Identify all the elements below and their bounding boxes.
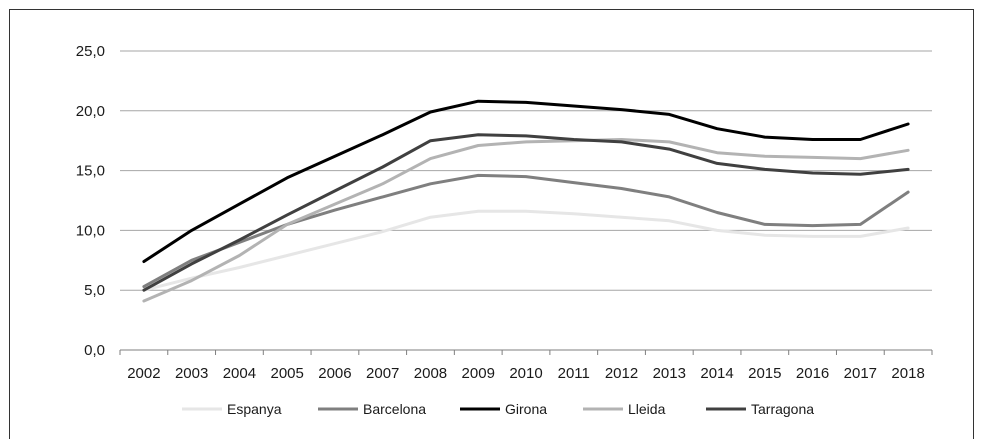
chart-frame: [9, 9, 974, 439]
x-tick-label: 2003: [175, 365, 208, 382]
legend-label: Barcelona: [363, 401, 426, 417]
x-tick-label: 2018: [891, 365, 924, 382]
x-tick-label: 2017: [844, 365, 877, 382]
x-tick-label: 2010: [509, 365, 542, 382]
series-line-girona: [142, 99, 910, 263]
series-line-lleida: [142, 138, 910, 303]
legend: Espanya Barcelona Girona Lleida Tarragona: [182, 401, 814, 417]
x-tick-label: 2015: [748, 365, 781, 382]
legend-label: Lleida: [628, 401, 666, 417]
legend-item-barcelona: Barcelona: [318, 401, 426, 417]
series-line-barcelona: [142, 173, 910, 289]
x-tick-label: 2011: [558, 365, 590, 382]
x-tick-label: 2004: [223, 365, 256, 382]
series-line-tarragona: [142, 133, 910, 292]
y-tick-label: 25,0: [76, 43, 105, 60]
legend-item-lleida: Lleida: [583, 401, 666, 417]
x-axis: [119, 349, 933, 355]
legend-label: Tarragona: [751, 401, 814, 417]
legend-label: Girona: [505, 401, 547, 417]
y-tick-label: 20,0: [76, 103, 105, 120]
x-tick-label: 2002: [127, 365, 160, 382]
x-tick-label: 2007: [366, 365, 399, 382]
y-tick-label: 0,0: [84, 342, 105, 359]
y-tick-label: 5,0: [84, 282, 105, 299]
y-tick-label: 10,0: [76, 222, 105, 239]
x-tick-label: 2012: [605, 365, 638, 382]
legend-item-tarragona: Tarragona: [706, 401, 814, 417]
legend-item-girona: Girona: [460, 401, 547, 417]
legend-label: Espanya: [227, 401, 282, 417]
x-tick-label: 2006: [318, 365, 351, 382]
y-tick-label: 15,0: [76, 163, 105, 180]
x-tick-label: 2005: [270, 365, 303, 382]
x-axis-tick-labels: 2002 2003 2004 2005 2006 2007 2008 2009 2010 2011…: [127, 365, 925, 382]
series-lines: [142, 99, 910, 303]
y-axis-tick-labels: 0,0 5,0 10,0 15,0 20,0 25,0: [76, 43, 105, 359]
x-tick-label: 2009: [462, 365, 495, 382]
x-tick-label: 2014: [700, 365, 733, 382]
series-line-espanya: [142, 209, 910, 292]
legend-item-espanya: Espanya: [182, 401, 282, 417]
x-tick-label: 2008: [414, 365, 447, 382]
x-tick-label: 2013: [653, 365, 686, 382]
x-tick-label: 2016: [796, 365, 829, 382]
